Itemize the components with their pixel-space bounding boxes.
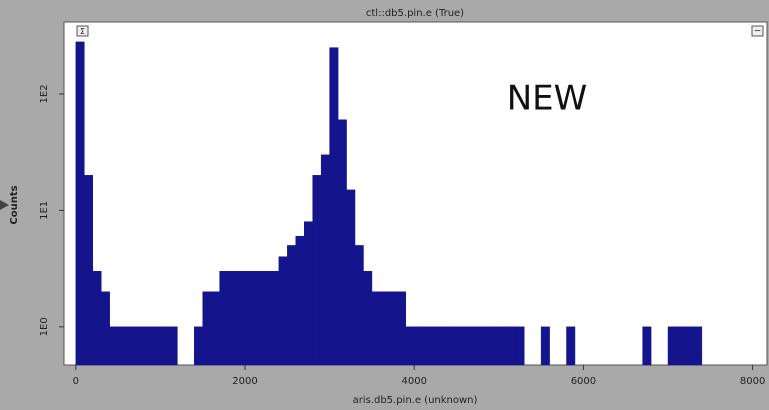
bar [100,291,110,366]
bar [92,271,102,366]
bar [312,175,322,366]
bar [84,175,94,366]
bar [363,271,373,366]
bar [244,271,254,366]
sum-button[interactable] [76,25,89,37]
minimize-button[interactable] [751,25,764,37]
bar [456,326,466,366]
chart-title: ctl::db5.pin.e (True) [366,8,464,19]
bar [117,326,127,366]
bar [405,326,415,366]
bar [498,326,508,366]
x-tick-label: 8000 [740,376,765,387]
bar [481,326,491,366]
bar [329,47,339,366]
bar [210,291,220,366]
bar [270,271,280,366]
bar [219,271,229,366]
bar [261,271,271,366]
bar [143,326,153,366]
bar [134,326,144,366]
bar [278,256,288,366]
bar [447,326,457,366]
bar [151,326,161,366]
bar [473,326,483,366]
y-tick-label: 1E2 [39,84,50,103]
bar [109,326,119,366]
arrow-icon [0,200,9,210]
bar [507,326,516,366]
bar [422,326,432,366]
x-axis-label: aris.db5.pin.e (unknown) [353,395,478,406]
bar [236,271,246,366]
bar [320,154,330,366]
bar [227,271,237,366]
bar [380,291,390,366]
bar [464,326,474,366]
y-axis-label: Counts [9,185,20,224]
x-tick-label: 0 [73,376,79,387]
sum-button-label[interactable]: Σ [80,27,85,36]
bar [371,291,381,366]
annotation: NEW [507,79,588,119]
x-tick-label: 6000 [571,376,596,387]
bar [397,291,407,366]
bar [295,235,305,366]
bar [126,326,136,366]
bar [194,326,203,366]
bar [160,326,170,366]
x-tick-label: 4000 [402,376,427,387]
bar [439,326,449,366]
bar [684,326,694,366]
bar [346,189,356,366]
bar [202,291,212,366]
bar [354,245,364,366]
bar [75,41,85,366]
y-tick-label: 1E1 [39,201,50,220]
y-tick-label: 1E0 [39,317,50,336]
bar [287,245,297,366]
bar [413,326,423,366]
bar [430,326,440,366]
bar [304,221,313,366]
bar [540,326,550,366]
bar [490,326,500,366]
bar [642,326,652,366]
bar [253,271,263,366]
bar [515,326,525,366]
bar [168,326,178,366]
x-tick-label: 2000 [232,376,257,387]
bar [676,326,686,366]
bar [566,326,576,366]
bar [388,291,398,366]
plot-area [63,21,768,366]
bar [693,326,703,366]
minimize-button-label[interactable]: − [754,27,762,37]
bar [337,119,347,366]
bar [667,326,677,366]
